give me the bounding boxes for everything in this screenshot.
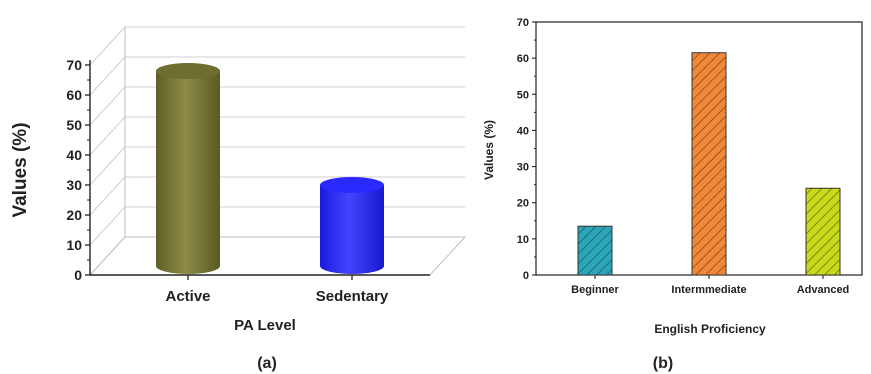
gridline-side-a-7 [89, 26, 126, 66]
xtick-label-a-0: Active [165, 288, 210, 305]
x-axis-title-a: PA Level [234, 317, 296, 334]
ytick-label-a-2: 20 [66, 207, 82, 223]
ytick-label-b-2: 20 [517, 198, 529, 210]
ytick-label-a-7: 70 [66, 57, 82, 73]
panel-label-a: (a) [257, 355, 277, 372]
x-axis-title-b: English Proficiency [654, 322, 766, 336]
gridline-side-a-6 [89, 56, 126, 96]
ytick-label-b-1: 10 [517, 234, 529, 246]
y-axis-title-b: Values (%) [482, 120, 496, 180]
gridline-side-a-2 [89, 176, 126, 216]
bar-intermmediate [691, 52, 727, 276]
ytick-label-b-6: 60 [517, 53, 529, 65]
xtick-label-a-1: Sedentary [316, 288, 389, 305]
ytick-label-a-0: 0 [74, 267, 82, 283]
ytick-label-b-5: 50 [517, 89, 529, 101]
xtick-label-b-1: Intermmediate [671, 284, 746, 296]
bar-top-sedentary [320, 177, 384, 193]
ytick-label-a-1: 10 [66, 237, 82, 253]
xtick-label-b-0: Beginner [571, 284, 619, 296]
bar-sedentary [320, 185, 384, 274]
bar-active [156, 71, 220, 274]
chart-b: 0 10 20 30 40 50 60 70 Beginner Intermmediate Adva… [482, 17, 863, 336]
floor-plane [88, 236, 467, 276]
bar-advanced [805, 187, 841, 276]
bar-top-active [156, 63, 220, 79]
ytick-label-a-4: 40 [66, 147, 82, 163]
ytick-label-b-0: 0 [523, 270, 529, 282]
gridline-side-a-4 [89, 116, 126, 156]
gridline-side-a-1 [89, 206, 126, 246]
ytick-label-b-7: 70 [517, 17, 529, 29]
gridline-side-a-5 [89, 86, 126, 126]
ytick-label-a-6: 60 [66, 87, 82, 103]
y-axis-title-a: Values (%) [10, 122, 31, 217]
ytick-label-b-4: 40 [517, 125, 529, 137]
ytick-label-a-3: 30 [66, 177, 82, 193]
ytick-label-b-3: 30 [517, 162, 529, 174]
panel-label-b: (b) [653, 355, 673, 372]
chart-a: 0 10 20 30 40 50 60 70 Active Sedentary PA Level Va… [10, 26, 467, 334]
xtick-label-b-2: Advanced [797, 284, 850, 296]
gridline-side-a-3 [89, 146, 126, 186]
bar-beginner [577, 225, 613, 276]
ytick-label-a-5: 50 [66, 117, 82, 133]
